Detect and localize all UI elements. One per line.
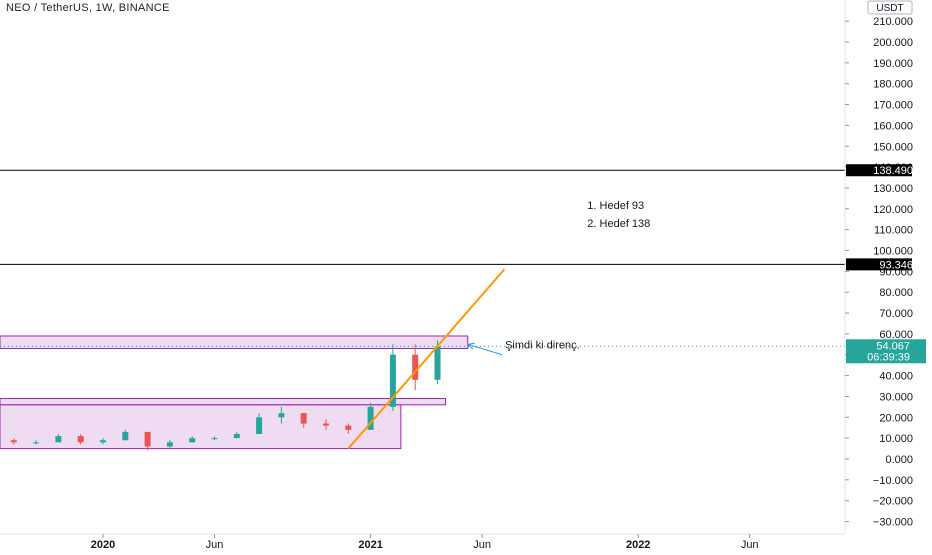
currency-label: USDT — [876, 3, 903, 14]
price-tick-label: 0.000 — [885, 454, 913, 466]
candles-layer — [10, 340, 441, 451]
annotation-text: 2. Hedef 138 — [587, 218, 650, 230]
lines-layer — [0, 169, 845, 450]
candle-body — [100, 440, 106, 443]
candle-body — [10, 440, 17, 443]
price-tick-label: 20.000 — [879, 412, 913, 424]
candle-body — [55, 436, 62, 443]
price-tick-label: 170.000 — [873, 100, 913, 112]
candle-body — [389, 354, 396, 407]
candle-body — [122, 431, 129, 441]
price-tick-label: 110.000 — [874, 225, 913, 237]
price-tick-label: 120.000 — [873, 204, 913, 216]
candle-body — [434, 346, 441, 380]
candle-body — [189, 438, 196, 443]
price-tick-label: 40.000 — [879, 371, 913, 383]
arrow-head-0 — [466, 342, 475, 350]
price-tick-label: 10.000 — [879, 433, 913, 445]
candle-body — [233, 433, 240, 439]
price-tick-label: −30.000 — [873, 517, 913, 529]
price-tick-label: 210.000 — [873, 16, 913, 28]
zone-1 — [0, 398, 446, 406]
price-tick-label: 160.000 — [873, 120, 913, 132]
candle-body — [412, 354, 419, 380]
price-tick-label: 60.000 — [879, 329, 913, 341]
arrow-line-0 — [467, 343, 503, 356]
price-tick-label: 150.000 — [873, 141, 913, 153]
annotation-text: 1. Hedef 93 — [587, 200, 644, 212]
price-tick-label: 190.000 — [873, 58, 913, 70]
candle-body — [166, 442, 173, 447]
zone-2 — [0, 404, 402, 450]
chart-title: NEO / TetherUS, 1W, BINANCE — [6, 2, 170, 14]
time-tick-label: Jun — [206, 539, 224, 550]
candle-body — [278, 413, 285, 418]
time-tick-label: 2021 — [358, 539, 382, 550]
price-tick-label: 100.000 — [873, 246, 913, 258]
time-tick-label: 2020 — [91, 539, 115, 550]
level-label: 93.346 — [879, 259, 913, 271]
trendline — [347, 268, 506, 450]
zone-0 — [0, 335, 469, 349]
time-tick-label: 2022 — [626, 539, 650, 550]
price-tick-label: 70.000 — [879, 308, 913, 320]
price-tick-label: 130.000 — [873, 183, 913, 195]
level-label: 138.490 — [873, 165, 913, 177]
zones-layer — [0, 335, 469, 450]
candle-body — [323, 423, 329, 426]
candle-body — [77, 436, 84, 443]
price-tick-label: 80.000 — [879, 287, 913, 299]
price-tick-label: 200.000 — [873, 37, 913, 49]
annotation-text: Şimdi ki direnç. — [505, 339, 580, 351]
price-tick-label: 180.000 — [873, 79, 913, 91]
candle-body — [144, 431, 151, 447]
level-label-bg — [846, 258, 912, 271]
candle-body — [33, 442, 40, 444]
current-price-label: 54.067 — [876, 340, 910, 352]
current-price-label-bg — [846, 339, 926, 364]
candle-body — [367, 406, 374, 430]
price-tick-label: −10.000 — [873, 475, 913, 487]
currency-box — [867, 0, 913, 15]
candle-body — [211, 438, 218, 440]
candle-body — [256, 417, 263, 434]
candle-body — [300, 413, 307, 424]
current-price-countdown: 06:39:39 — [867, 351, 910, 363]
price-tick-label: −20.000 — [873, 496, 913, 508]
price-tick-label: 30.000 — [879, 391, 913, 403]
level-label-bg — [846, 164, 912, 177]
candle-body — [345, 425, 352, 430]
time-tick-label: Jun — [473, 539, 491, 550]
time-tick-label: Jun — [741, 539, 759, 550]
